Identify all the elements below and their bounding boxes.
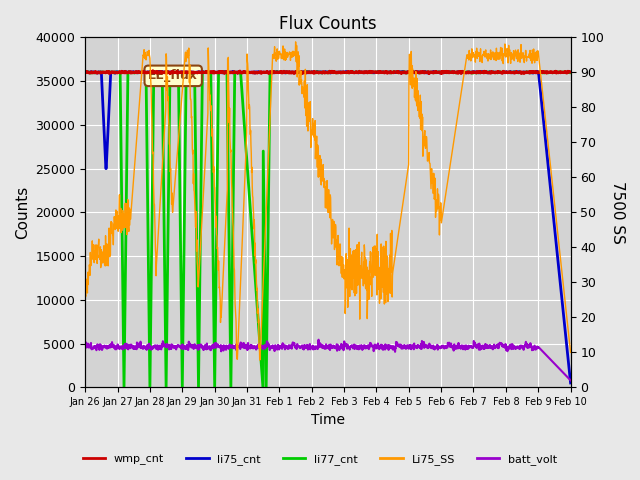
Text: EE_flux: EE_flux <box>148 69 198 83</box>
Legend: wmp_cnt, li75_cnt, li77_cnt, Li75_SS, batt_volt: wmp_cnt, li75_cnt, li77_cnt, Li75_SS, ba… <box>78 450 562 469</box>
X-axis label: Time: Time <box>311 413 345 427</box>
Y-axis label: Counts: Counts <box>15 186 30 239</box>
Title: Flux Counts: Flux Counts <box>279 15 377 33</box>
Y-axis label: 7500 SS: 7500 SS <box>610 181 625 244</box>
